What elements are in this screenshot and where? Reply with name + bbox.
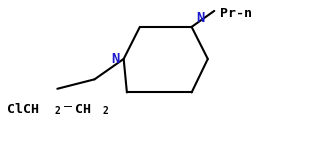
Text: —: — <box>64 100 72 113</box>
Text: ClCH: ClCH <box>7 103 39 116</box>
Text: Pr-n: Pr-n <box>220 6 252 20</box>
Text: 2: 2 <box>103 106 109 116</box>
Text: N: N <box>196 11 204 25</box>
Text: CH: CH <box>75 103 91 116</box>
Text: N: N <box>111 52 120 66</box>
Text: 2: 2 <box>54 106 60 116</box>
